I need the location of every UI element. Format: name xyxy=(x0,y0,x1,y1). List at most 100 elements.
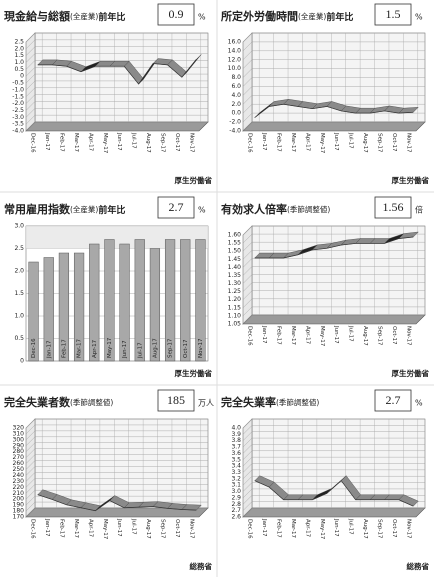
grid-line-side xyxy=(25,115,36,125)
headline-value: 1.56 xyxy=(383,200,404,214)
grid-line-side xyxy=(25,484,36,494)
grid-line-side xyxy=(242,121,253,132)
source: 厚生労働省 xyxy=(392,368,430,378)
title-sub: (季節調整値) xyxy=(70,397,113,407)
y-tick-label: 8.0 xyxy=(231,74,241,81)
y-tick-label: 240 xyxy=(13,472,25,479)
grid-line-side xyxy=(242,495,253,505)
x-tick-label: Sep-17 xyxy=(159,519,165,539)
source: 厚生労働省 xyxy=(392,175,430,185)
bar xyxy=(180,239,191,362)
source: 総務省 xyxy=(190,561,213,571)
grid-line-side xyxy=(25,32,36,43)
x-tick-label: Aug-17 xyxy=(145,519,151,539)
x-tick-label: Feb-17 xyxy=(59,133,65,152)
grid-line-side xyxy=(25,442,36,452)
x-tick-label: Jan-17 xyxy=(261,518,267,537)
y-tick-label: 1.60 xyxy=(228,232,242,239)
y-tick-label: 3.0 xyxy=(231,488,241,495)
x-tick-label: Jul-17 xyxy=(348,132,354,149)
line xyxy=(37,494,197,512)
x-tick-label: Jan-17 xyxy=(44,518,50,537)
grid-line-side xyxy=(25,507,36,518)
x-tick-label: Feb-17 xyxy=(276,519,282,538)
bar xyxy=(195,239,206,362)
bar xyxy=(164,239,176,362)
y-tick-label: 1.25 xyxy=(228,288,242,295)
panel-title: 所定外労働時間(全産業)前年比 xyxy=(221,9,353,23)
x-tick-label: Apr-17 xyxy=(92,339,98,358)
y-tick-label: -0.5 xyxy=(12,80,24,87)
grid-line-side xyxy=(242,233,253,244)
x-tick-label: Jan-17 xyxy=(44,132,50,151)
floor xyxy=(242,121,426,132)
y-tick-label: 0.5 xyxy=(14,66,24,73)
y-tick-label: -1.0 xyxy=(12,86,24,93)
title-sub: (全産業) xyxy=(70,204,98,214)
headline-unit: % xyxy=(415,399,423,408)
bar xyxy=(73,252,85,362)
y-tick-label: 180 xyxy=(13,508,25,515)
x-tick-label: Mar-17 xyxy=(290,133,296,153)
title-main: 完全失業率 xyxy=(221,395,276,409)
title-main: 現金給与総額 xyxy=(4,9,70,23)
grid-line-side xyxy=(242,112,253,123)
x-tick-label: Sep-17 xyxy=(159,133,165,153)
grid-line-side xyxy=(242,59,253,69)
grid-line-side xyxy=(25,101,36,111)
y-tick-label: 1.0 xyxy=(14,59,24,66)
title-suffix: 前年比 xyxy=(98,204,125,216)
grid-line-side xyxy=(242,306,253,317)
y-tick-label: 2.0 xyxy=(14,45,24,52)
grid-line-side xyxy=(25,495,36,506)
x-tick-label: Mar-17 xyxy=(73,519,79,539)
grid-line-side xyxy=(242,425,253,435)
x-tick-label: May-17 xyxy=(319,133,325,154)
bar xyxy=(134,239,145,362)
x-tick-label: Feb-17 xyxy=(59,519,65,538)
x-tick-label: Apr-17 xyxy=(304,519,310,538)
grid-line-side xyxy=(242,77,253,87)
y-tick-label: 4.0 xyxy=(231,425,241,432)
y-tick-label: 1.35 xyxy=(228,272,242,279)
title-sub: (季節調整値) xyxy=(276,397,319,407)
source: 総務省 xyxy=(407,561,430,571)
x-tick-label: Jun-17 xyxy=(122,340,128,359)
grid-line-side xyxy=(25,448,36,458)
y-tick-label: 1.20 xyxy=(228,296,242,303)
grid-line-side xyxy=(242,274,253,284)
y-tick-label: -4.0 xyxy=(12,128,24,135)
x-tick-label: Sep-17 xyxy=(168,338,174,358)
grid-line-side xyxy=(25,46,36,56)
y-tick-label: 0 xyxy=(20,358,24,365)
plot-wall xyxy=(34,32,209,123)
bar xyxy=(89,243,100,362)
x-tick-label: May-17 xyxy=(319,519,325,540)
headline-value: 0.9 xyxy=(169,7,184,21)
grid-line-side xyxy=(25,472,36,482)
x-tick-label: May-17 xyxy=(102,133,108,154)
grid-line-side xyxy=(242,482,253,492)
grid-line-side xyxy=(25,490,36,500)
x-tick-label: Feb-17 xyxy=(276,326,282,345)
x-tick-label: Jul-17 xyxy=(137,342,143,359)
headline-value: 1.5 xyxy=(386,7,401,21)
y-tick-label: 1.5 xyxy=(14,52,24,59)
y-tick-label: 3.3 xyxy=(231,469,241,476)
grid-line-side xyxy=(25,53,36,63)
panel-title: 常用雇用指数(全産業)前年比 xyxy=(4,202,125,216)
headline-unit: 倍 xyxy=(415,205,423,215)
x-tick-label: Mar-17 xyxy=(73,133,79,153)
grid-line-side xyxy=(242,225,253,236)
grid-line-side xyxy=(242,507,253,518)
line xyxy=(254,236,414,259)
grid-line-side xyxy=(25,478,36,488)
y-tick-label: 1.05 xyxy=(228,321,242,328)
x-tick-label: Nov-17 xyxy=(405,326,411,346)
grid-line-side xyxy=(25,418,36,429)
grid-line-side xyxy=(242,469,253,479)
x-tick-label: Nov-17 xyxy=(188,519,194,539)
x-tick-label: Jun-17 xyxy=(116,132,122,151)
x-tick-label: Nov-17 xyxy=(405,133,411,153)
floor xyxy=(242,314,426,325)
